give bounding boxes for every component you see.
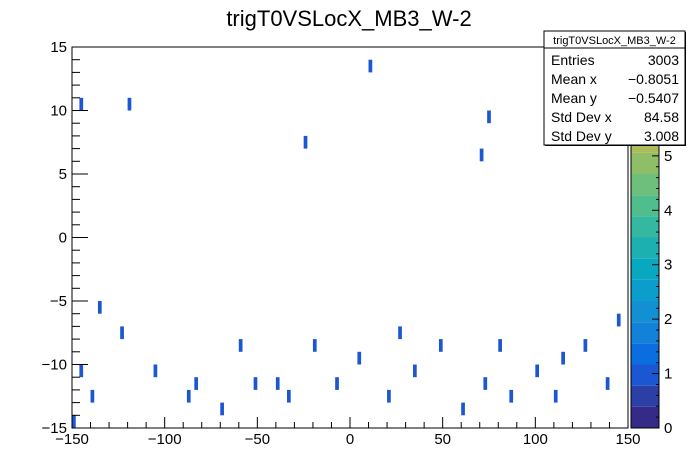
heatmap-cell — [461, 402, 465, 416]
heatmap-cell — [483, 377, 488, 390]
y-tick-label: 0 — [59, 230, 67, 247]
heatmap-cell — [413, 364, 417, 378]
z-tick-label: 1 — [664, 366, 672, 383]
stats-label: Entries — [551, 52, 595, 68]
palette-swatch — [631, 195, 659, 217]
x-tick-label: 150 — [615, 431, 640, 448]
heatmap-cell — [479, 148, 484, 162]
z-tick-label: 4 — [664, 202, 672, 219]
z-tick-label: 3 — [664, 257, 672, 274]
stats-box-frame — [543, 30, 686, 146]
heatmap-cell — [616, 313, 621, 327]
y-tick-label: 10 — [50, 103, 67, 120]
stats-value: 84.58 — [644, 109, 679, 125]
palette-swatch — [631, 322, 659, 344]
heatmap-cell — [275, 377, 280, 390]
heatmap-cell — [79, 97, 84, 111]
palette-swatch — [631, 174, 659, 196]
stats-box: trigT0VSLocX_MB3_W-2 Entries 3003 Mean x −0.… — [543, 30, 686, 146]
y-tick-label: −15 — [42, 420, 67, 437]
heatmap-cell — [194, 377, 199, 390]
palette-swatch — [631, 279, 659, 301]
palette-swatch — [631, 216, 659, 238]
heatmap-cell — [398, 326, 402, 340]
heatmap-cell — [438, 339, 443, 352]
y-tick-label: 15 — [50, 39, 67, 56]
x-tick-label: 50 — [434, 431, 451, 448]
z-tick-label: 2 — [664, 311, 672, 328]
heatmap-cell — [79, 364, 84, 378]
stats-label: Mean x — [551, 71, 597, 87]
heatmap-cell — [153, 364, 158, 378]
x-tick-label: 0 — [346, 431, 354, 448]
x-tick-label: −150 — [55, 431, 89, 448]
heatmap-cell — [186, 389, 191, 403]
heatmap-cell — [357, 351, 362, 365]
stats-label: Mean y — [551, 90, 597, 106]
heatmap-cell — [97, 301, 102, 314]
heatmap-cell — [387, 389, 391, 403]
stats-title: trigT0VSLocX_MB3_W-2 — [553, 35, 676, 47]
palette-swatch — [631, 364, 659, 386]
stats-label: Std Dev y — [551, 128, 612, 144]
heatmap-cell — [72, 415, 76, 428]
heatmap-cell — [220, 402, 224, 416]
z-tick-label: 5 — [664, 148, 672, 165]
x-tick-label: 100 — [523, 431, 548, 448]
heatmap-cell — [120, 326, 124, 340]
y-tick-label: −10 — [42, 357, 67, 374]
x-tick-label: −50 — [245, 431, 270, 448]
heatmap-cell — [312, 339, 317, 352]
palette-swatch — [631, 385, 659, 407]
heatmap-cell — [90, 389, 95, 403]
palette-swatch — [631, 258, 659, 280]
heatmap-cell — [286, 389, 291, 403]
heatmap-cell — [498, 339, 502, 352]
stats-value: −0.5407 — [628, 90, 679, 106]
chart-title: trigT0VSLocX_MB3_W-2 — [226, 6, 471, 31]
heatmap-cell — [368, 59, 373, 73]
heatmap-cell — [561, 351, 565, 365]
palette-swatch — [631, 237, 659, 259]
stats-label: Std Dev x — [551, 109, 612, 125]
y-tick-label: −5 — [50, 293, 67, 310]
heatmap-cell — [553, 389, 558, 403]
x-tick-label: −100 — [148, 431, 182, 448]
stats-value: 3003 — [648, 52, 679, 68]
heatmap-cell — [238, 339, 243, 352]
heatmap-cell — [303, 135, 308, 149]
heatmap-cell — [127, 97, 132, 111]
heatmap-cell — [335, 377, 339, 390]
z-tick-label: 0 — [664, 420, 672, 437]
y-tick-label: 5 — [59, 166, 67, 183]
heatmap-cell — [583, 339, 588, 352]
heatmap-cell — [253, 377, 258, 390]
heatmap-cell — [509, 389, 514, 403]
heatmap-cell — [487, 110, 491, 124]
palette-swatch — [631, 152, 659, 174]
heatmap-cell — [605, 377, 610, 390]
stats-value: 3.008 — [644, 128, 679, 144]
heatmap-cell — [535, 364, 540, 378]
heatmap-cells — [72, 59, 621, 428]
stats-value: −0.8051 — [628, 71, 679, 87]
palette-swatch — [631, 301, 659, 323]
palette-swatch — [631, 406, 659, 428]
palette-swatch — [631, 343, 659, 365]
